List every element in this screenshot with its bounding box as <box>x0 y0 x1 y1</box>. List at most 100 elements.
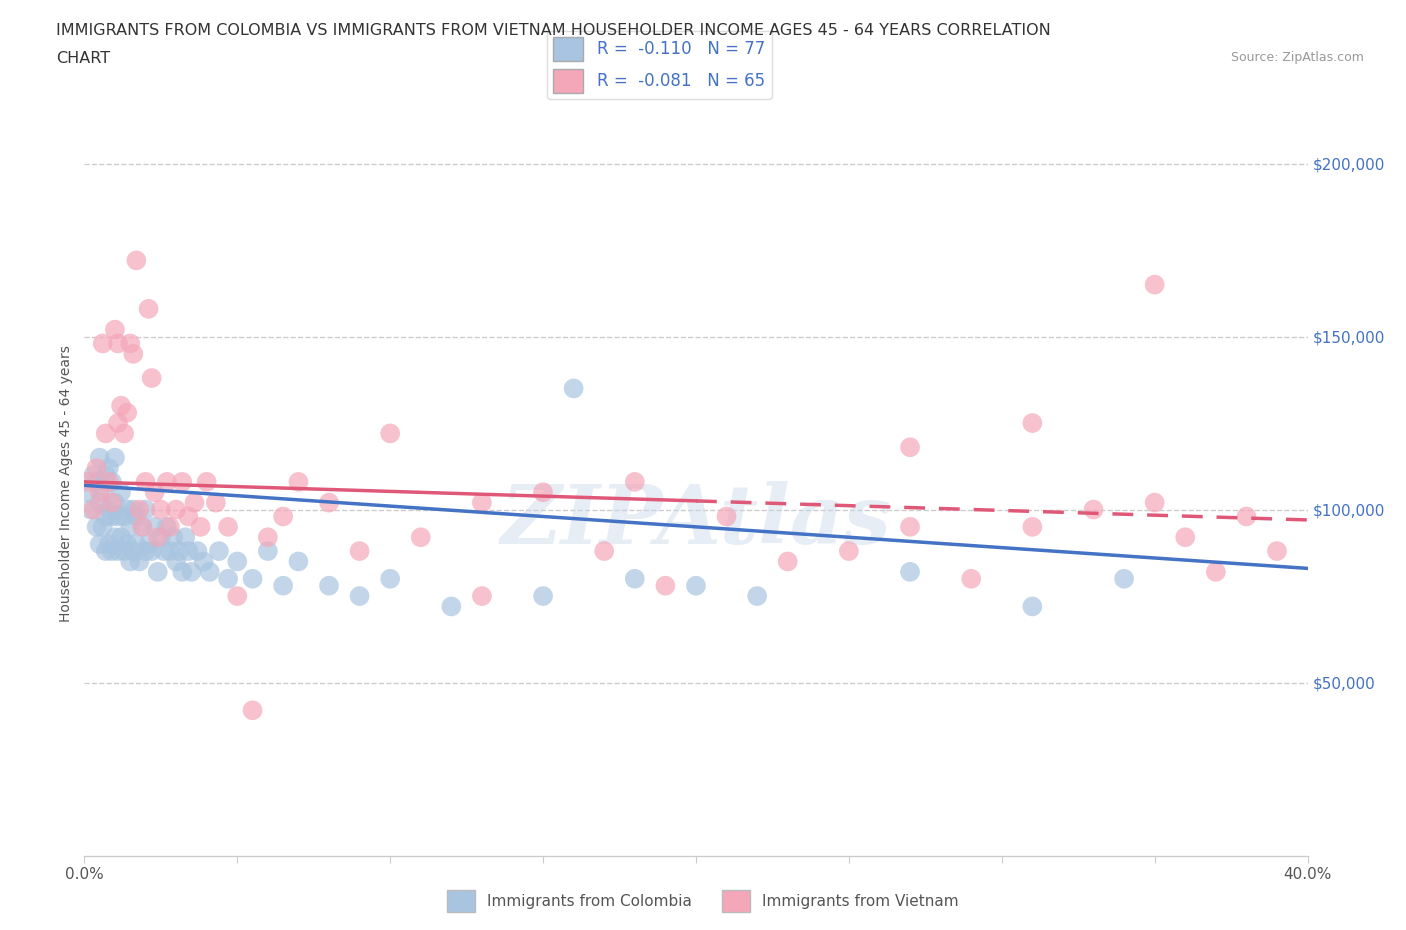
Point <box>101 544 124 559</box>
Point <box>165 502 187 517</box>
Point <box>138 537 160 551</box>
Y-axis label: Householder Income Ages 45 - 64 years: Householder Income Ages 45 - 64 years <box>59 345 73 622</box>
Point <box>153 544 176 559</box>
Point <box>177 544 200 559</box>
Point <box>107 336 129 351</box>
Point <box>1114 571 1136 586</box>
Point <box>318 578 340 593</box>
Point <box>1174 530 1197 545</box>
Point <box>122 502 145 517</box>
Point <box>131 520 153 535</box>
Point <box>101 495 124 510</box>
Point <box>120 520 142 535</box>
Point <box>898 565 921 579</box>
Point <box>1021 416 1043 431</box>
Point <box>128 554 150 569</box>
Point <box>131 520 153 535</box>
Point <box>172 565 194 579</box>
Point <box>624 474 647 489</box>
Point <box>125 509 148 524</box>
Point <box>79 502 101 517</box>
Point <box>180 565 202 579</box>
Point <box>747 589 769 604</box>
Point <box>624 571 647 586</box>
Point <box>76 474 98 489</box>
Point <box>107 509 129 524</box>
Point <box>104 322 127 337</box>
Point <box>156 474 179 489</box>
Point <box>1205 565 1227 579</box>
Text: CHART: CHART <box>56 51 110 66</box>
Point <box>89 450 111 465</box>
Point <box>195 474 218 489</box>
Point <box>115 502 138 517</box>
Point <box>141 371 163 386</box>
Point <box>120 336 142 351</box>
Point <box>135 502 157 517</box>
Point <box>205 495 228 510</box>
Legend: R =  -0.110   N = 77, R =  -0.081   N = 65: R = -0.110 N = 77, R = -0.081 N = 65 <box>547 31 772 100</box>
Point <box>101 474 124 489</box>
Point <box>838 544 860 559</box>
Point <box>91 520 114 535</box>
Point <box>94 509 117 524</box>
Point <box>112 544 135 559</box>
Point <box>257 530 280 545</box>
Point <box>97 537 120 551</box>
Point <box>1143 277 1166 292</box>
Point <box>593 544 616 559</box>
Point <box>135 544 157 559</box>
Point <box>440 599 463 614</box>
Point <box>112 509 135 524</box>
Point <box>174 530 197 545</box>
Point <box>287 554 309 569</box>
Point <box>217 520 239 535</box>
Legend: Immigrants from Colombia, Immigrants from Vietnam: Immigrants from Colombia, Immigrants fro… <box>441 884 965 918</box>
Point <box>104 530 127 545</box>
Point <box>960 571 983 586</box>
Point <box>101 509 124 524</box>
Point <box>349 544 371 559</box>
Point <box>190 520 212 535</box>
Point <box>471 589 494 604</box>
Point <box>380 571 402 586</box>
Point <box>125 253 148 268</box>
Point <box>242 571 264 586</box>
Point <box>776 554 799 569</box>
Point <box>167 544 190 559</box>
Point <box>115 537 138 551</box>
Point <box>149 530 172 545</box>
Point <box>104 450 127 465</box>
Point <box>138 301 160 316</box>
Point <box>110 398 132 413</box>
Point <box>898 520 921 535</box>
Point <box>115 405 138 420</box>
Text: IMMIGRANTS FROM COLOMBIA VS IMMIGRANTS FROM VIETNAM HOUSEHOLDER INCOME AGES 45 -: IMMIGRANTS FROM COLOMBIA VS IMMIGRANTS F… <box>56 23 1052 38</box>
Point <box>107 416 129 431</box>
Point <box>685 578 707 593</box>
Point <box>91 336 114 351</box>
Point <box>146 565 169 579</box>
Point <box>172 474 194 489</box>
Text: Source: ZipAtlas.com: Source: ZipAtlas.com <box>1230 51 1364 64</box>
Point <box>1236 509 1258 524</box>
Point <box>242 703 264 718</box>
Point <box>143 485 166 499</box>
Point <box>898 440 921 455</box>
Point <box>97 460 120 475</box>
Point <box>107 544 129 559</box>
Point <box>159 544 181 559</box>
Point <box>97 502 120 517</box>
Point <box>122 346 145 361</box>
Point <box>146 530 169 545</box>
Point <box>531 589 554 604</box>
Point <box>349 589 371 604</box>
Point <box>94 544 117 559</box>
Point <box>198 565 221 579</box>
Point <box>120 554 142 569</box>
Point <box>104 495 127 510</box>
Point <box>186 544 208 559</box>
Point <box>716 509 738 524</box>
Point <box>91 485 114 499</box>
Point <box>89 537 111 551</box>
